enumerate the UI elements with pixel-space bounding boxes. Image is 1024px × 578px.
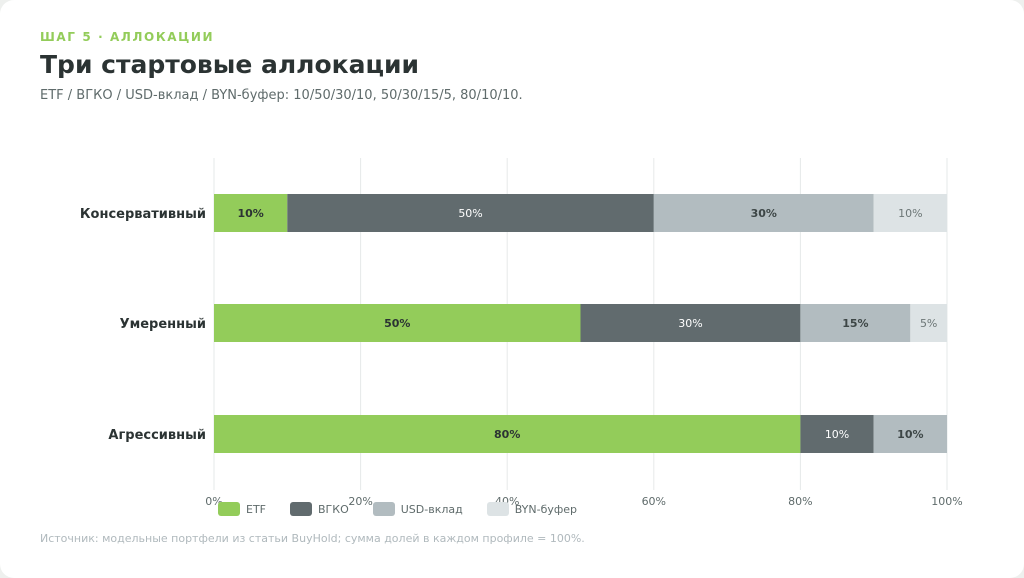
- bar-segment: [287, 194, 654, 232]
- bar-segment: [214, 304, 581, 342]
- legend-item: BYN-буфер: [486, 502, 578, 516]
- bar-segment: [910, 304, 947, 342]
- bar-segment: [580, 304, 801, 342]
- bar-value-label: 30%: [678, 317, 702, 330]
- legend-label: USD-вклад: [400, 502, 463, 516]
- x-tick-label: 100%: [931, 495, 962, 508]
- category-label: Умеренный: [120, 317, 206, 332]
- bar-value-label: 10%: [898, 207, 922, 220]
- x-tick-label: 20%: [348, 495, 372, 508]
- bar-value-label: 50%: [384, 317, 410, 330]
- legend-label: ВГКО: [318, 502, 349, 516]
- bar-value-label: 50%: [458, 207, 482, 220]
- legend-item: ВГКО: [290, 502, 349, 516]
- page-title: Три стартовые аллокации: [40, 50, 420, 79]
- chart-legend: ETF ВГКО USD-вклад BYN-буфер: [218, 502, 577, 516]
- bar-value-label: 15%: [842, 317, 868, 330]
- legend-item: USD-вклад: [372, 502, 463, 516]
- category-label: Агрессивный: [108, 428, 206, 443]
- bar-segment: [800, 415, 874, 453]
- bar-segment: [873, 415, 947, 453]
- legend-swatch: [372, 502, 395, 516]
- bar-value-label: 5%: [920, 317, 937, 330]
- bar-segment: [653, 194, 874, 232]
- step-label: ШАГ 5 · АЛЛОКАЦИИ: [40, 30, 215, 44]
- legend-swatch: [486, 502, 509, 516]
- x-tick-label: 60%: [642, 495, 666, 508]
- bar-segment: [214, 194, 288, 232]
- legend-swatch: [218, 502, 240, 516]
- page-subtitle: ETF / ВГКО / USD-вклад / BYN-буфер: 10/5…: [40, 88, 523, 103]
- bar-value-label: 80%: [494, 428, 520, 441]
- legend-item: ETF: [218, 502, 266, 516]
- source-note: Источник: модельные портфели из статьи B…: [40, 532, 585, 545]
- x-tick-label: 80%: [788, 495, 812, 508]
- legend-label: BYN-буфер: [514, 502, 578, 516]
- bar-segment: [873, 194, 947, 232]
- legend-swatch: [290, 502, 312, 516]
- bar-value-label: 30%: [751, 207, 777, 220]
- bar-value-label: 10%: [237, 207, 263, 220]
- bar-value-label: 10%: [825, 428, 849, 441]
- bar-segment: [800, 304, 911, 342]
- category-label: Консервативный: [80, 207, 206, 222]
- bar-segment: [214, 415, 801, 453]
- legend-label: ETF: [246, 502, 266, 516]
- bar-value-label: 10%: [897, 428, 923, 441]
